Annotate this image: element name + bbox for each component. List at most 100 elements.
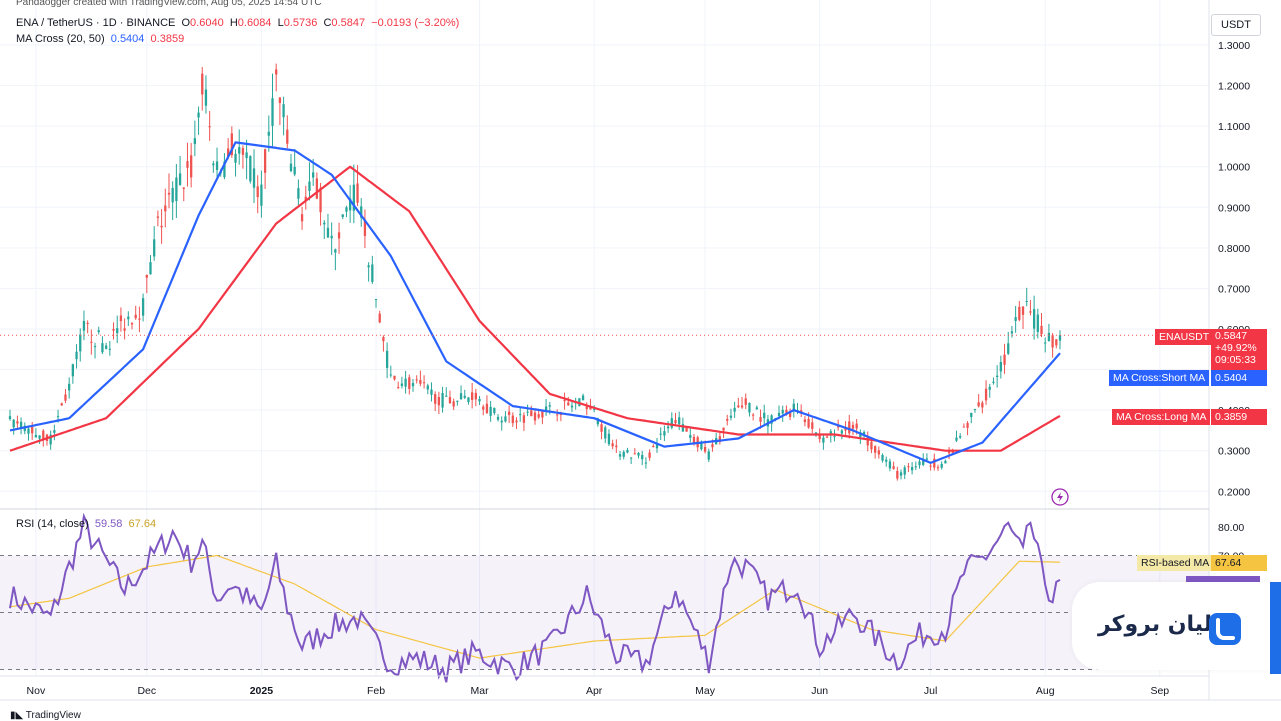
- candle-body: [615, 445, 618, 448]
- candle-body: [607, 433, 611, 445]
- candle-body: [1051, 335, 1054, 348]
- last-price: 0.5847: [1215, 330, 1248, 342]
- rsi-line: [9, 512, 1061, 683]
- ma-label: MA Cross (20, 50): [16, 33, 105, 45]
- candle-body: [456, 400, 459, 402]
- time-tick-label: Dec: [137, 685, 156, 697]
- candle-body: [659, 433, 662, 435]
- candle-body: [589, 406, 592, 410]
- candle-body: [86, 322, 89, 324]
- rsi-ma-value: 67.64: [128, 518, 157, 530]
- candle-body: [726, 418, 729, 421]
- candle-body: [641, 454, 644, 460]
- candle-body: [256, 186, 259, 198]
- candle-body: [648, 452, 651, 458]
- candle-body: [141, 298, 145, 316]
- candle-body: [448, 397, 452, 404]
- brand-name: لیان بروکر: [1098, 612, 1213, 637]
- candle-body: [1029, 311, 1032, 313]
- candle-body: [400, 383, 404, 386]
- time-tick-label: 2025: [250, 685, 274, 697]
- tv-logo-icon: ▮◣: [10, 710, 26, 721]
- candle-body: [293, 166, 296, 175]
- candle-body: [178, 173, 182, 185]
- rsi-ma-tag: RSI-based MA: [1137, 555, 1214, 571]
- rsi-ma-value-tag: 67.64: [1211, 555, 1267, 571]
- rsi-tick-label: 80.00: [1218, 522, 1244, 534]
- candle-body: [426, 385, 429, 390]
- candle-body: [345, 207, 348, 212]
- candle-body: [93, 346, 97, 348]
- candle-body: [751, 414, 755, 416]
- candle-body: [263, 149, 267, 173]
- candle-body: [463, 395, 466, 398]
- candle-body: [215, 161, 219, 171]
- candle-body: [53, 430, 56, 433]
- candle-body: [903, 467, 906, 475]
- candle-body: [334, 249, 337, 253]
- ma-legend[interactable]: MA Cross (20, 50) 0.5404 0.3859: [16, 33, 184, 45]
- rsi-legend[interactable]: RSI (14, close) 59.58 67.64: [16, 518, 156, 530]
- candle-body: [38, 435, 41, 439]
- candle-body: [471, 392, 474, 400]
- candle-body: [404, 378, 407, 387]
- candle-body: [82, 320, 86, 331]
- candle-body: [378, 313, 381, 323]
- candle-body: [604, 427, 607, 439]
- currency-button[interactable]: USDT: [1211, 14, 1261, 36]
- candle-body: [814, 432, 818, 434]
- candle-body: [807, 418, 810, 428]
- candle-body: [537, 414, 540, 418]
- price-tick-label: 0.8000: [1218, 243, 1250, 255]
- candle-body: [49, 434, 52, 445]
- candle-body: [896, 470, 899, 479]
- candle-body: [312, 172, 315, 178]
- candle-body: [411, 383, 415, 387]
- candle-body: [755, 407, 758, 410]
- low-value: 0.5736: [283, 17, 318, 29]
- candle-body: [230, 133, 233, 156]
- brand-logo-icon: [1209, 613, 1241, 645]
- candle-body: [822, 437, 825, 443]
- brand-accent-bar: [1270, 582, 1281, 674]
- candle-body: [123, 328, 126, 331]
- symbol-tag: ENAUSDT: [1155, 329, 1214, 345]
- candle-body: [315, 178, 319, 199]
- candle-body: [415, 379, 418, 381]
- time-tick-label: Feb: [367, 685, 385, 697]
- ma-short-value: 0.5404: [110, 33, 145, 45]
- candle-body: [570, 405, 574, 408]
- candle-body: [437, 397, 441, 406]
- candle-body: [12, 419, 15, 428]
- candle-body: [622, 451, 625, 457]
- candle-body: [1036, 314, 1039, 332]
- candle-body: [722, 427, 725, 431]
- candle-body: [933, 458, 936, 468]
- candle-body: [260, 184, 263, 206]
- candle-body: [153, 239, 156, 257]
- candle-body: [419, 379, 422, 384]
- candle-body: [556, 414, 559, 416]
- candle-body: [1007, 343, 1010, 354]
- candle-body: [1055, 339, 1058, 346]
- candle-body: [190, 155, 193, 178]
- candle-body: [489, 406, 492, 416]
- candle-body: [60, 403, 63, 406]
- candle-body: [548, 405, 551, 407]
- candle-body: [1014, 317, 1017, 321]
- candle-body: [300, 214, 304, 222]
- long-ma-line: [9, 165, 1061, 452]
- candle-body: [703, 447, 707, 452]
- rsi-label: RSI (14, close): [16, 518, 89, 530]
- bar-countdown: 09:05:33: [1215, 354, 1256, 366]
- candle-body: [101, 343, 104, 353]
- candle-body: [563, 399, 566, 402]
- candle-body: [1021, 306, 1025, 315]
- candle-body: [663, 431, 666, 436]
- candle-body: [533, 412, 537, 421]
- candle-body: [718, 436, 722, 443]
- candle-body: [618, 454, 622, 457]
- candle-body: [837, 426, 840, 428]
- candle-body: [104, 345, 108, 349]
- candle-body: [733, 407, 736, 412]
